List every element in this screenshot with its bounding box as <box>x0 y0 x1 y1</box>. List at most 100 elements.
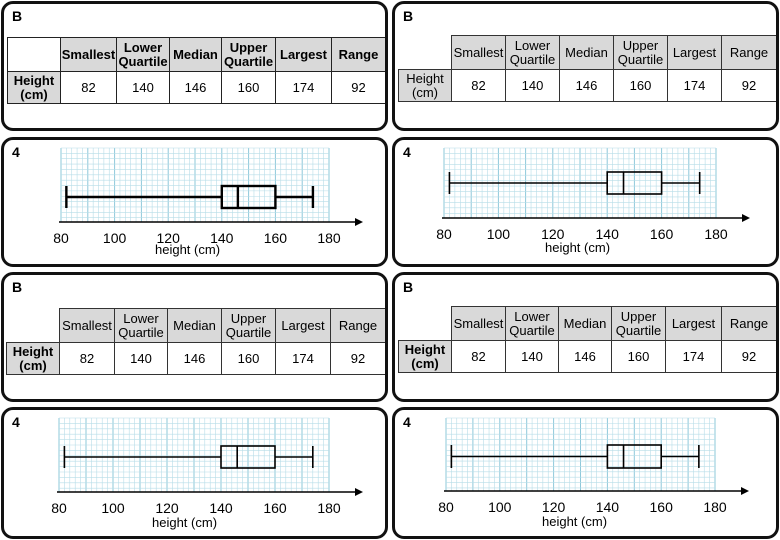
table-card-3: B Smallest Lower Quartile Median Upper Q… <box>1 272 388 402</box>
col-header-upper-quartile: Upper Quartile <box>611 306 666 341</box>
cell-smallest: 82 <box>59 342 115 375</box>
x-tick-label: 100 <box>488 499 512 515</box>
col-header-median: Median <box>559 35 614 70</box>
cell-lower-quartile: 140 <box>505 340 559 373</box>
cell-smallest: 82 <box>60 71 117 104</box>
cell-upper-quartile: 160 <box>613 69 668 102</box>
cell-largest: 174 <box>667 69 722 102</box>
x-tick-label: 160 <box>650 226 674 242</box>
col-header-range: Range <box>330 308 385 343</box>
x-tick-label: 140 <box>209 500 233 516</box>
boxplot-chart: 80 100 120 140 160 180 <box>438 417 749 515</box>
cell-largest: 174 <box>275 71 332 104</box>
x-tick-label: 120 <box>542 499 566 515</box>
cell-median: 146 <box>167 342 222 375</box>
stats-table: Smallest Lower Quartile Median Upper Qua… <box>7 37 385 104</box>
x-tick-label: 120 <box>157 230 181 246</box>
table-card-2: B Smallest Lower Quartile Median Upper Q… <box>392 1 779 131</box>
col-header-largest: Largest <box>667 35 722 70</box>
grid <box>58 417 330 492</box>
col-header-range: Range <box>721 306 776 341</box>
row-header-height: Height (cm) <box>7 71 61 104</box>
x-tick-label: 100 <box>103 230 127 246</box>
cell-upper-quartile: 160 <box>611 340 666 373</box>
cell-range: 92 <box>721 69 776 102</box>
grid <box>60 147 330 222</box>
cell-range: 92 <box>331 71 385 104</box>
cell-median: 146 <box>559 69 614 102</box>
stats-table: Smallest Lower Quartile Median Upper Qua… <box>398 35 776 102</box>
col-header-lower-quartile: Lower Quartile <box>505 35 560 70</box>
x-tick-label: 80 <box>53 230 69 246</box>
x-tick-label: 120 <box>541 226 565 242</box>
x-tick-label: 120 <box>155 500 179 516</box>
cell-lower-quartile: 140 <box>114 342 168 375</box>
col-header-smallest: Smallest <box>59 308 115 343</box>
col-header-lower-quartile: Lower Quartile <box>114 308 168 343</box>
iqr-box <box>606 171 663 195</box>
col-header-range: Range <box>721 35 776 70</box>
x-tick-label: 100 <box>101 500 125 516</box>
boxplot-chart: 80 100 120 140 160 180 <box>436 147 750 242</box>
col-header-range: Range <box>331 37 385 72</box>
iqr-box <box>220 184 277 210</box>
table-label: B <box>403 8 414 24</box>
x-tick-label: 140 <box>596 499 620 515</box>
cell-smallest: 82 <box>451 69 506 102</box>
grid <box>445 417 716 491</box>
col-header-largest: Largest <box>275 37 332 72</box>
col-header-largest: Largest <box>275 308 331 343</box>
table-label: B <box>403 279 414 295</box>
boxplot-chart: 80 100 120 140 160 180 <box>51 417 363 516</box>
x-tick-label: 80 <box>438 499 454 515</box>
col-header-upper-quartile: Upper Quartile <box>613 35 668 70</box>
col-header-upper-quartile: Upper Quartile <box>221 37 276 72</box>
col-header-smallest: Smallest <box>60 37 117 72</box>
x-axis-arrow <box>355 218 363 226</box>
col-header-lower-quartile: Lower Quartile <box>116 37 170 72</box>
x-axis-arrow <box>741 487 749 495</box>
iqr-box <box>606 444 662 469</box>
plot-label: 4 <box>12 144 20 160</box>
plot-label: 4 <box>12 414 20 430</box>
row-header-height: Height (cm) <box>6 342 60 375</box>
cell-median: 146 <box>169 71 222 104</box>
x-tick-label: 80 <box>436 226 452 242</box>
cell-lower-quartile: 140 <box>116 71 170 104</box>
col-header-median: Median <box>169 37 222 72</box>
x-tick-label: 140 <box>596 226 620 242</box>
table-card-4: B Smallest Lower Quartile Median Upper Q… <box>392 272 779 402</box>
plot-card-4: 4 80 100 120 140 160 180 height (cm) <box>392 407 779 539</box>
col-header-median: Median <box>167 308 222 343</box>
cell-largest: 174 <box>665 340 722 373</box>
x-tick-label: 160 <box>264 230 288 246</box>
cell-range: 92 <box>721 340 776 373</box>
col-header-smallest: Smallest <box>451 306 506 341</box>
cell-median: 146 <box>558 340 612 373</box>
row-header-height: Height (cm) <box>398 69 452 102</box>
axis-label: height (cm) <box>155 242 221 257</box>
plot-label: 4 <box>403 414 411 430</box>
cell-upper-quartile: 160 <box>221 342 276 375</box>
x-axis-arrow <box>742 214 750 222</box>
x-tick-label: 80 <box>51 500 67 516</box>
x-tick-label: 180 <box>317 500 341 516</box>
col-header-median: Median <box>558 306 612 341</box>
plot-card-3: 4 80 100 120 140 160 180 height (cm) <box>1 407 388 539</box>
plot-label: 4 <box>403 144 411 160</box>
col-header-largest: Largest <box>665 306 722 341</box>
x-tick-label: 180 <box>317 230 341 246</box>
iqr-box <box>220 445 276 469</box>
x-axis-arrow <box>355 488 363 496</box>
table-card-1: B Smallest Lower Quartile Median Upper Q… <box>1 1 388 131</box>
x-tick-label: 160 <box>650 499 674 515</box>
x-tick-label: 160 <box>263 500 287 516</box>
x-tick-label: 100 <box>487 226 511 242</box>
axis-label: height (cm) <box>542 514 608 529</box>
axis-label: height (cm) <box>545 240 611 255</box>
col-header-lower-quartile: Lower Quartile <box>505 306 559 341</box>
col-header-smallest: Smallest <box>451 35 506 70</box>
plot-card-1: 4 80 100 120 140 160 180 height (cm) <box>1 137 388 267</box>
cell-smallest: 82 <box>451 340 506 373</box>
cell-lower-quartile: 140 <box>505 69 560 102</box>
